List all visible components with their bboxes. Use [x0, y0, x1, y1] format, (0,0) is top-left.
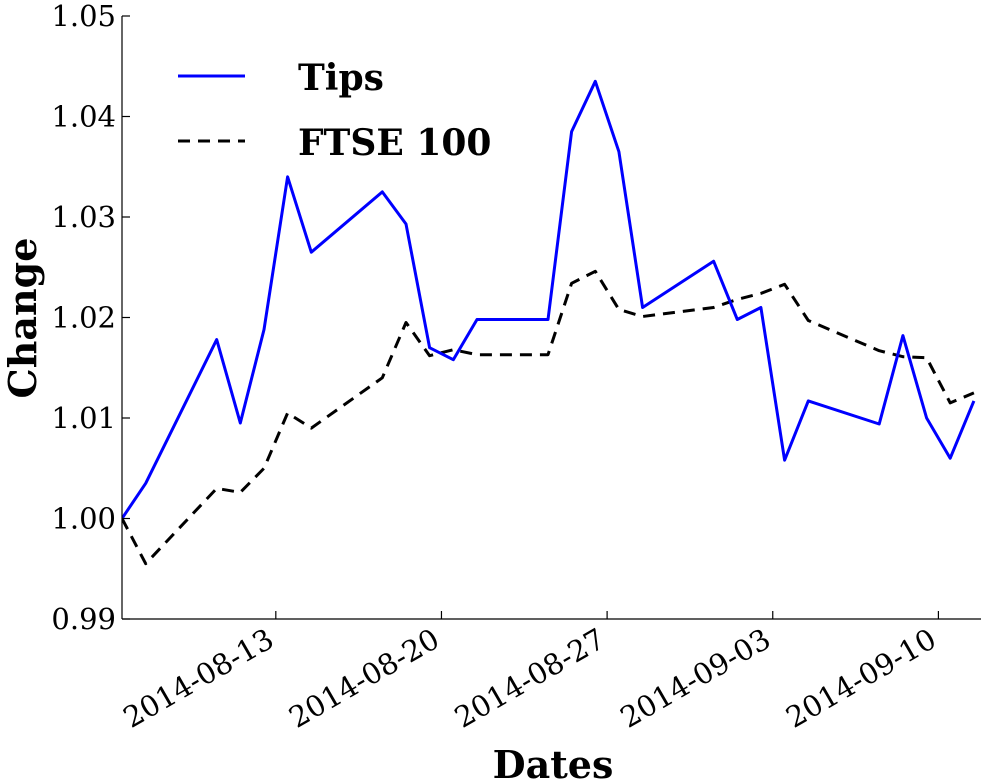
- x-axis-title: Dates: [493, 742, 614, 783]
- series-line-tips: [122, 79, 976, 520]
- legend-label-tips: Tips: [298, 57, 384, 99]
- x-tick-label: 2014-08-20: [283, 622, 445, 735]
- legend-label-ftse: FTSE 100: [298, 122, 491, 164]
- legend: Tips FTSE 100: [178, 57, 491, 164]
- x-tick-label: 2014-08-13: [118, 622, 280, 735]
- y-tick-label: 1.00: [51, 502, 116, 536]
- x-tick-label: 2014-08-27: [449, 622, 611, 735]
- y-axis: 0.99 1.00 1.01 1.02 1.03 1.04 1.05: [51, 0, 130, 636]
- series-line-ftse-100: [122, 269, 975, 566]
- x-tick-label: 2014-09-03: [614, 622, 776, 735]
- y-tick-label: 1.01: [51, 401, 116, 435]
- y-tick-label: 0.99: [51, 602, 116, 636]
- y-tick-label: 1.02: [51, 301, 116, 335]
- y-axis-title: Change: [0, 238, 45, 399]
- y-tick-label: 1.04: [51, 100, 116, 134]
- plot-area: [122, 79, 976, 566]
- x-axis: 2014-08-13 2014-08-20 2014-08-27 2014-09-03…: [118, 611, 981, 735]
- x-tick-label: 2014-09-10: [780, 622, 942, 735]
- y-tick-label: 1.03: [51, 200, 116, 234]
- y-tick-label: 1.05: [51, 0, 116, 33]
